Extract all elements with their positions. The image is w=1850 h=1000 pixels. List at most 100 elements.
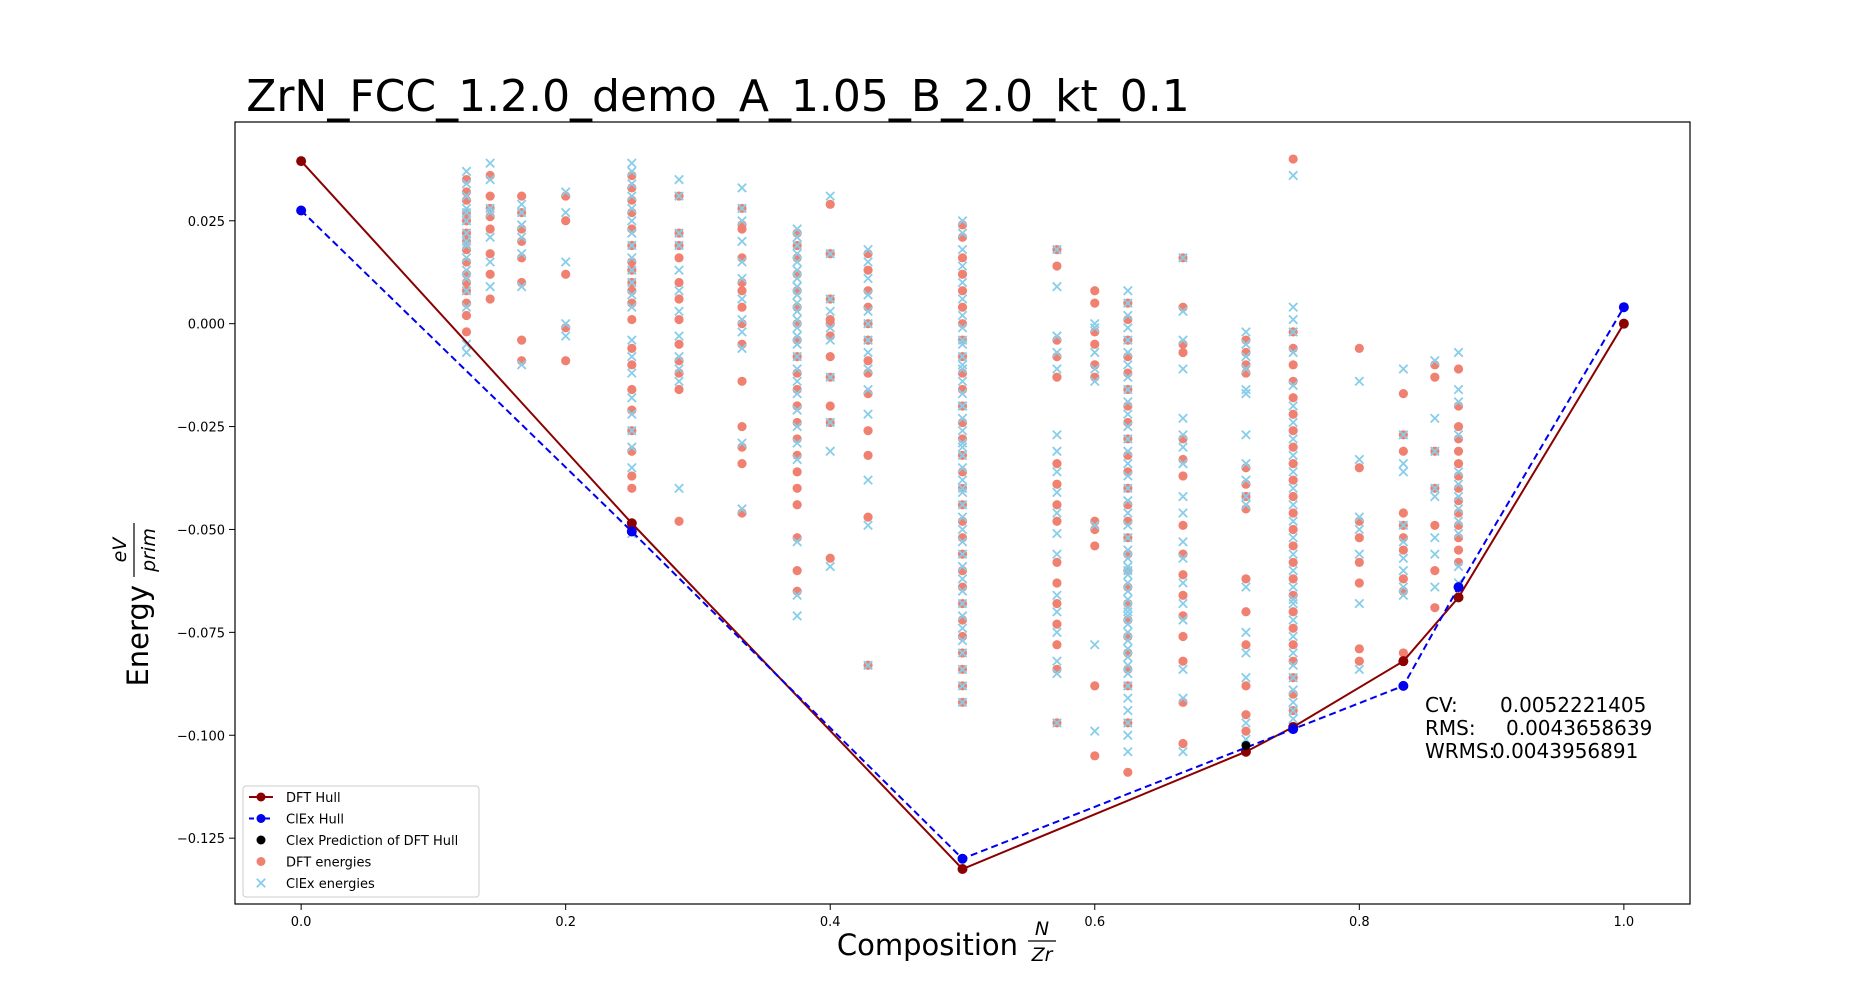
clex-energy-point xyxy=(1178,553,1188,564)
dft-energy-point xyxy=(1453,545,1464,555)
clex-energy-point xyxy=(957,413,968,424)
clex-energy-point xyxy=(626,290,637,300)
dft-energy-point xyxy=(1288,491,1298,502)
clex-hull-vertex xyxy=(1618,302,1629,313)
clex-energy-point xyxy=(957,339,968,350)
dft-energy-point xyxy=(863,450,873,460)
x-axis-label-denominator: Zr xyxy=(1031,944,1054,966)
clex-energy-point xyxy=(863,257,873,267)
clex-energy-point xyxy=(1430,532,1440,543)
dft-energy-point xyxy=(485,249,495,259)
dft-energy-point xyxy=(461,310,472,321)
x-tick-label: 1.0 xyxy=(1614,915,1635,930)
clex-energy-point xyxy=(1288,434,1299,444)
clex-energy-point xyxy=(1052,718,1062,728)
dft-energy-point xyxy=(1288,557,1298,567)
x-axis-label-numerator: N xyxy=(1035,918,1049,940)
clex-energy-point xyxy=(626,166,637,177)
stat-cv-value: 0.0052221405 xyxy=(1500,693,1646,717)
axes: 0.0 0.2 0.4 0.6 0.8 1.0 0.025 0.000 −0.025 −0.050… xyxy=(177,121,1691,930)
clex-energy-point xyxy=(1089,520,1100,531)
clex-energy-point xyxy=(957,215,968,226)
clex-energy-point xyxy=(957,244,968,255)
clex-energy-point xyxy=(1241,582,1251,592)
clex-energy-point xyxy=(957,438,968,448)
plot-area xyxy=(296,154,1629,875)
clex-energy-point xyxy=(825,306,836,317)
legend-label: ClEx energies xyxy=(286,877,375,892)
dft-energy-point xyxy=(1052,261,1062,271)
clex-energy-point xyxy=(1398,467,1409,477)
clex-energy-point xyxy=(516,220,527,230)
clex-energy-point xyxy=(1354,376,1365,387)
clex-energy-point xyxy=(957,664,968,675)
clex-energy-point xyxy=(1398,520,1409,531)
clex-hull-vertex xyxy=(626,526,637,537)
dft-energy-point xyxy=(1288,409,1298,419)
clex-energy-point xyxy=(863,409,873,420)
dft-energy-point xyxy=(1052,598,1062,609)
clex-energy-point xyxy=(1178,413,1188,424)
dft-energy-point xyxy=(561,216,571,226)
clex-energy-point xyxy=(1123,652,1133,662)
clex-energy-point xyxy=(1288,582,1299,592)
clex-energy-point xyxy=(1123,730,1133,741)
clex-energy-point xyxy=(825,372,836,383)
dft-energy-point xyxy=(1288,607,1298,617)
clex-energy-point xyxy=(1288,467,1299,477)
clex-energy-point xyxy=(792,536,802,547)
clex-energy-point xyxy=(825,561,836,572)
clex-energy-point xyxy=(1089,726,1100,736)
clex-energy-point xyxy=(957,499,968,510)
clex-energy-point xyxy=(825,191,836,201)
dft-energy-point xyxy=(1288,623,1298,633)
dft-energy-point xyxy=(1178,471,1188,481)
clex-energy-point xyxy=(674,285,684,296)
dft-energy-point xyxy=(1288,508,1298,518)
dft-energy-point xyxy=(674,384,684,395)
clex-energy-point xyxy=(1178,508,1188,518)
dft-energy-point xyxy=(825,553,835,563)
dft-energy-point xyxy=(485,191,495,201)
clex-energy-point xyxy=(1123,508,1133,518)
clex-energy-point xyxy=(957,294,968,304)
clex-energy-point xyxy=(863,335,873,345)
clex-energy-point xyxy=(957,228,968,238)
dft-energy-point xyxy=(957,286,968,296)
clex-energy-point xyxy=(1430,491,1440,502)
legend-label: Clex Prediction of DFT Hull xyxy=(286,834,458,849)
clex-energy-point xyxy=(1123,561,1133,572)
plot-frame xyxy=(234,121,1691,905)
clex-energy-point xyxy=(485,232,495,243)
clex-energy-point xyxy=(626,203,637,214)
clex-energy-point xyxy=(737,236,747,247)
y-tick-label: −0.100 xyxy=(177,729,225,744)
clex-energy-point xyxy=(1453,561,1464,572)
dft-energy-point xyxy=(1090,286,1100,296)
dft-energy-point xyxy=(1090,681,1100,691)
dft-energy-point xyxy=(1241,726,1251,736)
clex-energy-point xyxy=(792,421,802,432)
y-axis-label-numerator: eV xyxy=(109,536,131,563)
y-axis-label: Energy xyxy=(121,585,155,687)
clex-energy-point xyxy=(1453,491,1464,502)
dft-energy-point xyxy=(1354,578,1364,588)
clex-energy-point xyxy=(957,648,968,658)
clex-energy-point xyxy=(1123,668,1133,679)
clex-energy-point xyxy=(1241,327,1251,337)
clex-energy-point xyxy=(1288,672,1299,683)
clex-energy-point xyxy=(461,215,472,226)
clex-energy-point xyxy=(1241,499,1251,510)
clex-energy-point xyxy=(792,339,802,350)
dft-energy-point xyxy=(1241,681,1251,691)
clex-energy-point xyxy=(1123,359,1133,370)
clex-energy-point xyxy=(1123,310,1133,321)
clex-energy-point xyxy=(674,351,684,362)
clex-energy-point xyxy=(1288,697,1299,708)
dft-energy-point xyxy=(1430,566,1440,576)
clex-energy-point xyxy=(1123,520,1133,531)
x-axis-label-group: Composition N Zr xyxy=(837,918,1056,966)
clex-energy-point xyxy=(674,265,684,276)
clex-energy-point xyxy=(1123,397,1133,407)
